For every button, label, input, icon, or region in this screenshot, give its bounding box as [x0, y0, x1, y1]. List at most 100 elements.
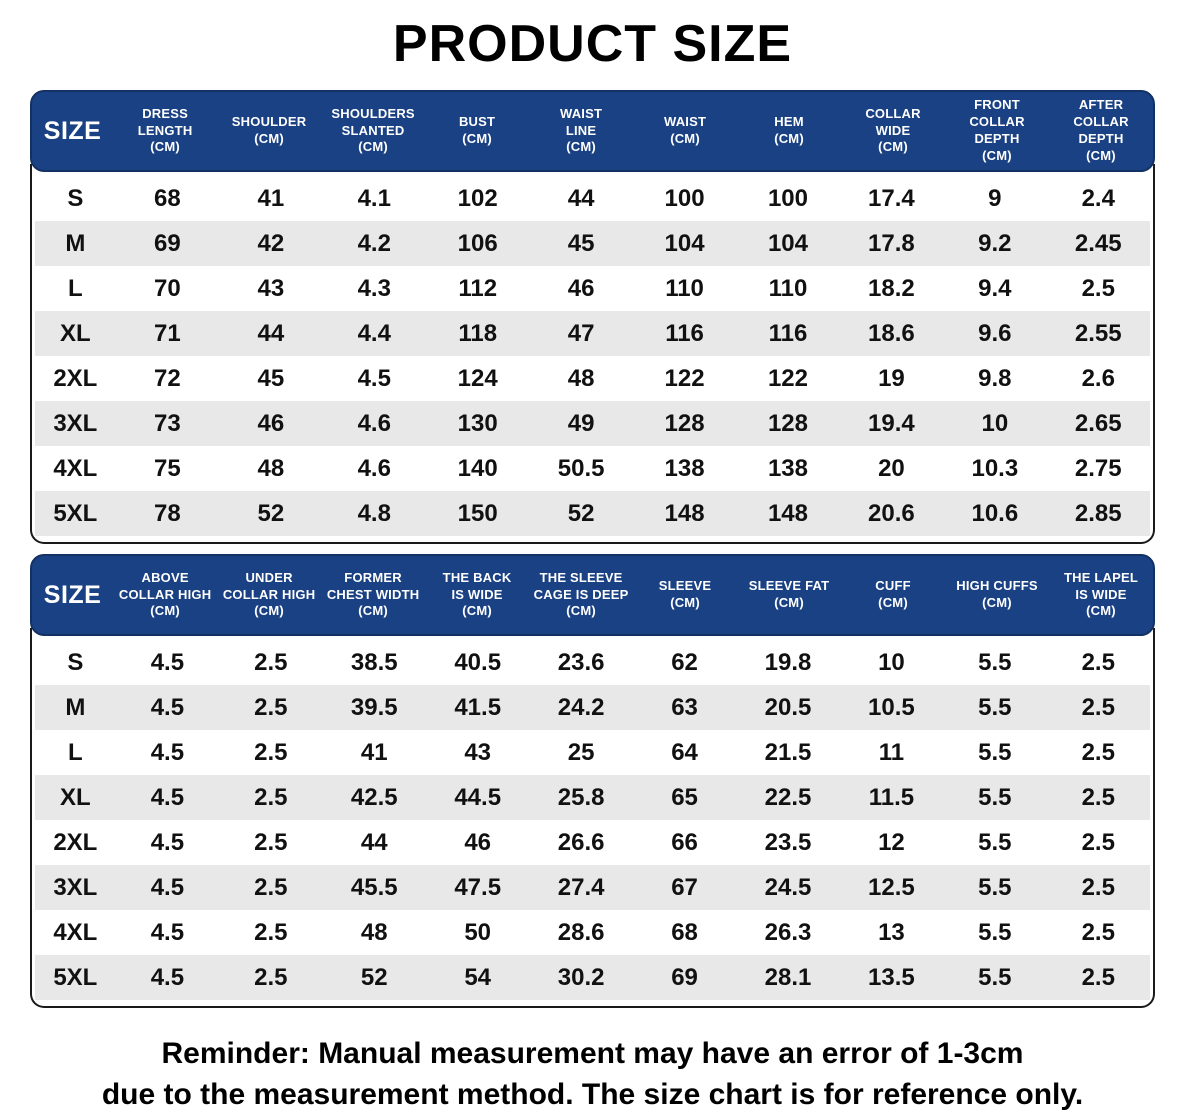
- table-cell: 24.5: [736, 874, 839, 902]
- table-cell: 148: [633, 500, 736, 528]
- table-cell: 2.5: [219, 829, 322, 857]
- table-cell: 41: [219, 185, 322, 213]
- table-cell: 2.75: [1047, 455, 1150, 483]
- table-cell: 48: [529, 365, 632, 393]
- table-cell: 4.5: [116, 739, 219, 767]
- table-cell: 45.5: [323, 874, 426, 902]
- table-cell: 69: [633, 964, 736, 992]
- table-cell: 10: [840, 649, 943, 677]
- table-cell: 10.6: [943, 500, 1046, 528]
- table-cell: 66: [633, 829, 736, 857]
- table-cell: 18.2: [840, 275, 943, 303]
- size-label: 3XL: [35, 410, 116, 438]
- column-header: HIGH CUFFS(CM): [945, 578, 1049, 612]
- table-cell: 122: [633, 365, 736, 393]
- table-cell: 73: [116, 410, 219, 438]
- table-cell: 9.6: [943, 320, 1046, 348]
- table-cell: 21.5: [736, 739, 839, 767]
- table-cell: 28.1: [736, 964, 839, 992]
- table-cell: 45: [529, 230, 632, 258]
- table-cell: 42: [219, 230, 322, 258]
- table-cell: 63: [633, 694, 736, 722]
- table-cell: 52: [529, 500, 632, 528]
- size-label: XL: [35, 784, 116, 812]
- size-label: 3XL: [35, 874, 116, 902]
- table-cell: 45: [219, 365, 322, 393]
- table-cell: 40.5: [426, 649, 529, 677]
- table-cell: 78: [116, 500, 219, 528]
- table-cell: 2.5: [219, 694, 322, 722]
- table-cell: 4.2: [323, 230, 426, 258]
- table-cell: 19: [840, 365, 943, 393]
- table-cell: 2.5: [1047, 694, 1150, 722]
- table-cell: 41: [323, 739, 426, 767]
- table-cell: 4.1: [323, 185, 426, 213]
- table-cell: 128: [736, 410, 839, 438]
- table-cell: 70: [116, 275, 219, 303]
- table-cell: 11: [840, 739, 943, 767]
- table-cell: 20.6: [840, 500, 943, 528]
- table-cell: 17.8: [840, 230, 943, 258]
- table-cell: 112: [426, 275, 529, 303]
- table-cell: 4.6: [323, 455, 426, 483]
- size-label: 4XL: [35, 919, 116, 947]
- table-cell: 54: [426, 964, 529, 992]
- size-label: 4XL: [35, 455, 116, 483]
- table-cell: 9.2: [943, 230, 1046, 258]
- table-cell: 44: [219, 320, 322, 348]
- table-cell: 110: [633, 275, 736, 303]
- table-cell: 19.4: [840, 410, 943, 438]
- table-cell: 13.5: [840, 964, 943, 992]
- table-cell: 4.5: [116, 874, 219, 902]
- table-cell: 2.5: [219, 649, 322, 677]
- table-cell: 5.5: [943, 964, 1046, 992]
- table-cell: 25: [529, 739, 632, 767]
- column-header: WAIST(CM): [633, 114, 737, 148]
- table-cell: 30.2: [529, 964, 632, 992]
- column-header: SLEEVE(CM): [633, 578, 737, 612]
- column-header: BUST(CM): [425, 114, 529, 148]
- table-cell: 50: [426, 919, 529, 947]
- table-cell: 20.5: [736, 694, 839, 722]
- size-label: L: [35, 275, 116, 303]
- table-cell: 9.4: [943, 275, 1046, 303]
- table-cell: 2.5: [1047, 739, 1150, 767]
- table-cell: 69: [116, 230, 219, 258]
- reminder-note: Reminder: Manual measurement may have an…: [0, 1034, 1185, 1115]
- table-cell: 100: [633, 185, 736, 213]
- table-cell: 65: [633, 784, 736, 812]
- table-cell: 150: [426, 500, 529, 528]
- size-label: M: [35, 230, 116, 258]
- table-cell: 122: [736, 365, 839, 393]
- column-header: SHOULDER(CM): [217, 114, 321, 148]
- table-cell: 10.5: [840, 694, 943, 722]
- table-cell: 5.5: [943, 649, 1046, 677]
- table-cell: 2.5: [1047, 964, 1150, 992]
- table-cell: 5.5: [943, 919, 1046, 947]
- table-cell: 50.5: [529, 455, 632, 483]
- table-cell: 46: [529, 275, 632, 303]
- table-cell: 19.8: [736, 649, 839, 677]
- table-cell: 26.6: [529, 829, 632, 857]
- table-cell: 62: [633, 649, 736, 677]
- table-cell: 4.5: [116, 649, 219, 677]
- table-cell: 10: [943, 410, 1046, 438]
- table-cell: 130: [426, 410, 529, 438]
- table-cell: 46: [219, 410, 322, 438]
- table-cell: 5.5: [943, 784, 1046, 812]
